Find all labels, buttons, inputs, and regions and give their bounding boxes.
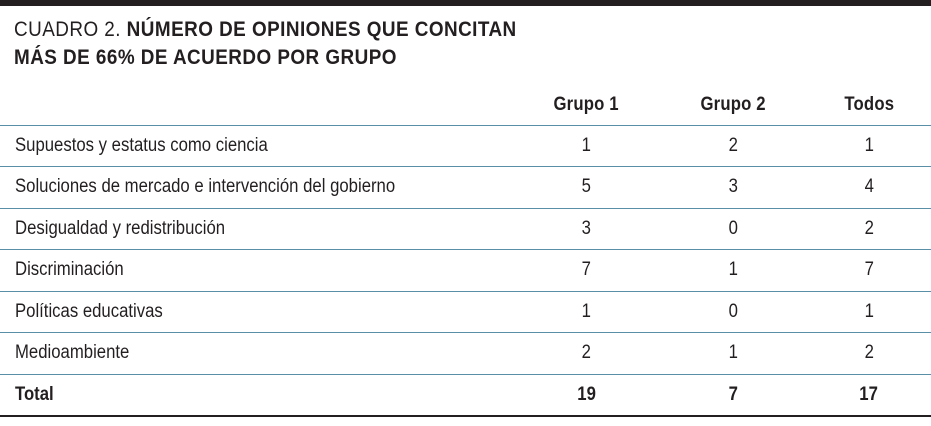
cell-todos: 4 [807, 166, 931, 209]
table-row: Desigualdad y redistribución 3 0 2 [0, 208, 931, 250]
row-label: Soluciones de mercado e intervención del… [0, 166, 513, 209]
cell-todos: 7 [807, 249, 931, 292]
cell-grupo-2: 0 [660, 208, 807, 250]
cell-todos: 1 [807, 125, 931, 167]
header-todos: Todos [807, 85, 931, 126]
title-bold-line-2: MÁS DE 66% DE ACUERDO POR GRUPO [14, 46, 397, 69]
cell-grupo-1: 1 [513, 125, 660, 167]
row-label: Políticas educativas [0, 291, 513, 333]
table-row: Supuestos y estatus como ciencia 1 2 1 [0, 125, 931, 167]
title-line-2: MÁS DE 66% DE ACUERDO POR GRUPO [14, 44, 824, 72]
title-bold-line-1: NÚMERO DE OPINIONES QUE CONCITAN [126, 18, 517, 41]
cell-grupo-1: 5 [513, 166, 660, 209]
cell-grupo-2: 0 [660, 291, 807, 333]
opinions-table-wrapper: Grupo 1 Grupo 2 Todos Supuestos y estatu… [0, 85, 931, 417]
cell-todos: 2 [807, 332, 931, 375]
cell-grupo-2: 2 [660, 125, 807, 167]
table-row: Discriminación 7 1 7 [0, 249, 931, 292]
total-todos: 17 [807, 374, 931, 417]
title-prefix: CUADRO 2. [14, 18, 121, 41]
table-title: CUADRO 2. NÚMERO DE OPINIONES QUE CONCIT… [14, 16, 824, 72]
cell-grupo-2: 3 [660, 166, 807, 209]
cell-grupo-1: 1 [513, 291, 660, 333]
title-line-1: CUADRO 2. NÚMERO DE OPINIONES QUE CONCIT… [14, 16, 824, 44]
header-grupo-1: Grupo 1 [513, 85, 660, 126]
total-label: Total [0, 374, 513, 417]
cell-todos: 1 [807, 291, 931, 333]
total-grupo-2: 7 [660, 374, 807, 417]
total-row: Total 19 7 17 [0, 374, 931, 417]
cell-todos: 2 [807, 208, 931, 250]
total-grupo-1: 19 [513, 374, 660, 417]
opinions-table: Grupo 1 Grupo 2 Todos Supuestos y estatu… [0, 85, 931, 417]
cell-grupo-1: 2 [513, 332, 660, 375]
cell-grupo-1: 3 [513, 208, 660, 250]
cell-grupo-1: 7 [513, 249, 660, 292]
cell-grupo-2: 1 [660, 249, 807, 292]
table-row: Medioambiente 2 1 2 [0, 332, 931, 375]
table-row: Políticas educativas 1 0 1 [0, 291, 931, 333]
row-label: Supuestos y estatus como ciencia [0, 125, 513, 167]
top-rule [0, 0, 931, 6]
row-label: Medioambiente [0, 332, 513, 375]
header-row: Grupo 1 Grupo 2 Todos [0, 85, 931, 126]
header-blank [0, 85, 513, 126]
row-label: Desigualdad y redistribución [0, 208, 513, 250]
row-label: Discriminación [0, 249, 513, 292]
header-grupo-2: Grupo 2 [660, 85, 807, 126]
table-row: Soluciones de mercado e intervención del… [0, 166, 931, 209]
cell-grupo-2: 1 [660, 332, 807, 375]
